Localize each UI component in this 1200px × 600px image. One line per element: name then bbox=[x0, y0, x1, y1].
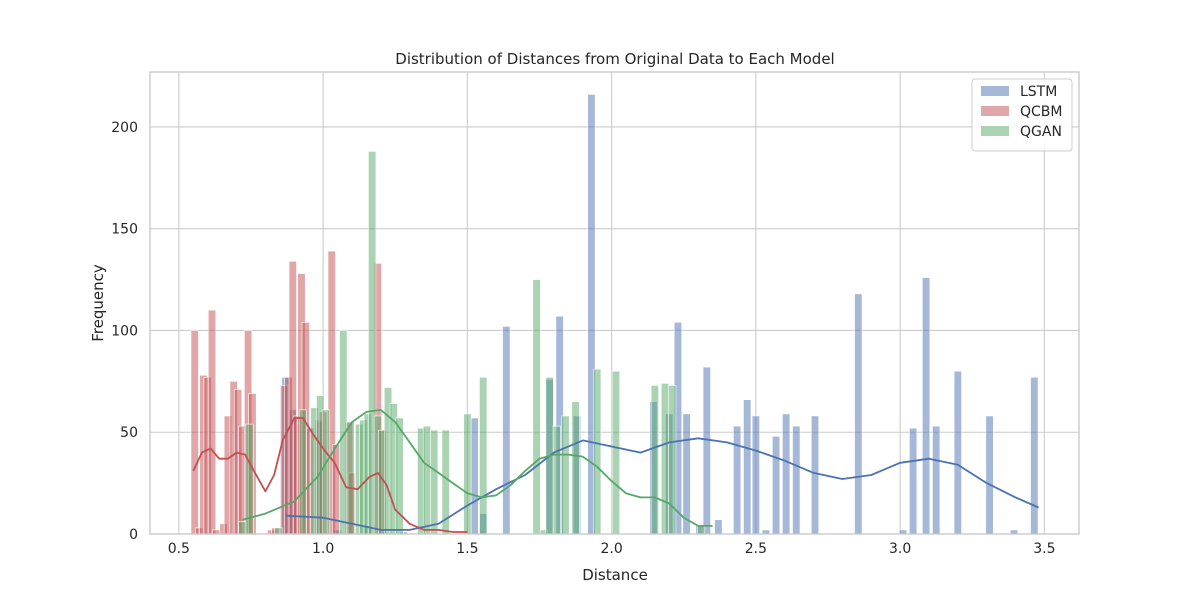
histogram-bar bbox=[909, 427, 918, 535]
histogram-bar bbox=[346, 421, 355, 535]
histogram-bar bbox=[422, 425, 432, 535]
histogram-bar bbox=[611, 370, 620, 535]
histogram-bar bbox=[660, 383, 670, 535]
histogram-bar bbox=[190, 330, 199, 535]
y-tick-label: 150 bbox=[111, 222, 138, 238]
histogram-bar bbox=[207, 309, 217, 535]
histogram-bar bbox=[502, 326, 511, 535]
legend-swatch bbox=[981, 126, 1009, 136]
histogram-bar bbox=[561, 415, 570, 535]
histogram-bar bbox=[810, 415, 820, 535]
plot-frame bbox=[149, 71, 1080, 535]
histogram-bar bbox=[593, 368, 602, 535]
histogram-bar bbox=[298, 409, 307, 535]
histogram-bar bbox=[697, 525, 706, 535]
kde-line-qcbm bbox=[192, 417, 468, 533]
y-tick-label: 0 bbox=[129, 527, 138, 543]
legend: LSTM QCBM QGAN bbox=[971, 78, 1073, 152]
x-axis-title: Distance bbox=[582, 566, 648, 584]
y-axis-title: Frequency bbox=[89, 264, 107, 342]
x-tick-label: 0.5 bbox=[168, 541, 190, 557]
histogram-bar bbox=[702, 366, 711, 535]
y-tick-label: 50 bbox=[120, 425, 138, 441]
y-tick-label: 100 bbox=[111, 323, 138, 339]
legend-label: QGAN bbox=[1020, 124, 1062, 140]
legend-label: QCBM bbox=[1020, 104, 1062, 120]
histogram-bar bbox=[782, 413, 791, 535]
histogram-bar bbox=[1030, 376, 1039, 535]
histogram-bar bbox=[922, 277, 931, 535]
histogram-bar bbox=[532, 279, 541, 535]
histogram-bar bbox=[479, 376, 488, 535]
histogram-bar bbox=[470, 417, 479, 535]
histogram-bar bbox=[571, 401, 580, 535]
histogram-bar bbox=[668, 385, 677, 535]
x-tick-label: 2.0 bbox=[600, 541, 622, 557]
legend-swatch bbox=[981, 106, 1009, 116]
x-axis-ticks: 0.5 1.0 1.5 2.0 2.5 3.0 3.5 bbox=[168, 541, 1056, 557]
x-tick-label: 3.5 bbox=[1033, 541, 1055, 557]
x-tick-label: 1.0 bbox=[312, 541, 334, 557]
histogram-bar bbox=[792, 425, 801, 535]
histogram-bar bbox=[430, 429, 439, 535]
x-tick-label: 3.0 bbox=[889, 541, 911, 557]
histogram-bar bbox=[321, 409, 331, 535]
histogram-bar bbox=[733, 425, 742, 535]
histogram-bar bbox=[932, 425, 941, 535]
chart-title: Distribution of Distances from Original … bbox=[395, 50, 834, 68]
x-tick-label: 1.5 bbox=[456, 541, 478, 557]
y-tick-label: 200 bbox=[111, 120, 138, 136]
histogram-bar bbox=[854, 293, 863, 535]
histogram-bar bbox=[714, 519, 723, 535]
histogram-bar bbox=[274, 527, 283, 535]
kde-line-qgan bbox=[242, 408, 713, 527]
histogram-bar bbox=[650, 385, 659, 535]
histogram-bar bbox=[953, 370, 962, 535]
y-axis-ticks: 0 50 100 150 200 bbox=[111, 120, 138, 543]
kde-curves bbox=[192, 408, 1039, 533]
histogram-bar bbox=[772, 436, 781, 535]
histogram-bar bbox=[552, 425, 561, 535]
histogram-bar bbox=[238, 521, 247, 535]
histogram-bar bbox=[751, 415, 760, 535]
histogram-bar bbox=[682, 413, 691, 535]
x-tick-label: 2.5 bbox=[745, 541, 767, 557]
histogram-bar bbox=[985, 415, 994, 535]
legend-label: LSTM bbox=[1020, 84, 1057, 100]
histogram-bar bbox=[743, 399, 752, 535]
histogram-bar bbox=[463, 413, 472, 535]
legend-swatch bbox=[981, 86, 1009, 96]
